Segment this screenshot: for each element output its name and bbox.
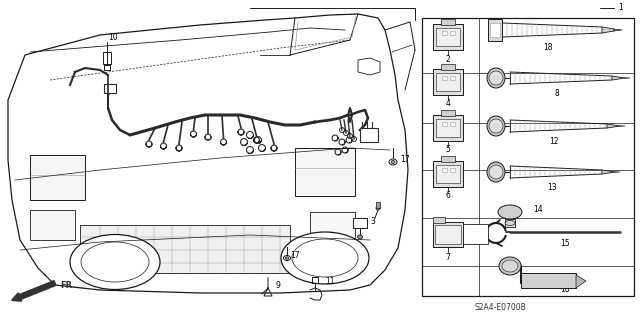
Text: 11: 11 — [325, 278, 335, 286]
Ellipse shape — [489, 119, 503, 133]
Bar — [450, 31, 455, 35]
Bar — [505, 219, 515, 227]
Bar — [442, 31, 447, 35]
Polygon shape — [617, 125, 625, 127]
Text: 17: 17 — [400, 155, 410, 165]
Polygon shape — [576, 275, 586, 288]
Text: 13: 13 — [547, 182, 557, 191]
Ellipse shape — [285, 257, 289, 259]
Polygon shape — [612, 172, 620, 173]
Bar — [450, 76, 455, 80]
Polygon shape — [614, 29, 622, 31]
Bar — [433, 69, 463, 95]
Polygon shape — [8, 14, 408, 293]
Bar — [441, 110, 455, 116]
Text: 16: 16 — [560, 286, 570, 294]
Ellipse shape — [81, 242, 149, 282]
Bar — [490, 23, 500, 37]
Bar — [441, 156, 455, 162]
Bar — [433, 161, 463, 187]
Text: 7: 7 — [445, 253, 451, 262]
Ellipse shape — [487, 162, 505, 182]
Ellipse shape — [284, 256, 291, 261]
Ellipse shape — [391, 160, 395, 164]
Bar — [450, 168, 455, 172]
Bar — [104, 84, 116, 93]
Bar — [433, 115, 463, 141]
Ellipse shape — [502, 260, 518, 272]
Ellipse shape — [489, 165, 503, 179]
Bar — [435, 225, 461, 244]
Bar — [442, 122, 447, 126]
Bar — [436, 119, 460, 137]
Text: #10: #10 — [442, 36, 454, 41]
Text: 15: 15 — [560, 239, 570, 248]
Bar — [433, 24, 463, 50]
Text: 2: 2 — [445, 55, 451, 63]
Ellipse shape — [376, 206, 380, 210]
Bar — [353, 218, 367, 228]
Polygon shape — [358, 58, 380, 75]
Text: 9: 9 — [275, 280, 280, 290]
Ellipse shape — [358, 235, 362, 239]
Ellipse shape — [498, 205, 522, 219]
Bar — [521, 273, 576, 288]
Bar — [433, 222, 463, 247]
Bar — [433, 217, 445, 223]
FancyArrow shape — [12, 281, 56, 301]
Ellipse shape — [70, 234, 160, 290]
Bar — [422, 18, 634, 296]
Ellipse shape — [487, 116, 505, 136]
Text: #22: #22 — [442, 174, 454, 179]
Text: FR.: FR. — [60, 280, 76, 290]
Text: S2A4-E0700B: S2A4-E0700B — [474, 303, 526, 313]
Bar — [442, 168, 447, 172]
Text: 3: 3 — [370, 218, 375, 226]
Polygon shape — [602, 27, 614, 33]
Bar — [441, 19, 455, 25]
Text: 1: 1 — [618, 4, 623, 12]
Bar — [295, 148, 355, 196]
Ellipse shape — [489, 71, 503, 85]
Polygon shape — [602, 170, 612, 174]
Polygon shape — [612, 76, 622, 80]
Ellipse shape — [292, 239, 358, 277]
Bar — [463, 224, 488, 244]
Bar — [436, 28, 460, 46]
Ellipse shape — [505, 220, 515, 226]
Polygon shape — [607, 124, 617, 128]
Bar — [30, 155, 85, 200]
Text: #19: #19 — [442, 128, 454, 132]
Text: 14: 14 — [533, 205, 543, 214]
Text: 5: 5 — [445, 145, 451, 154]
Ellipse shape — [487, 68, 505, 88]
Bar — [436, 165, 460, 183]
Text: 4: 4 — [445, 100, 451, 108]
Bar — [376, 202, 380, 208]
Bar — [103, 52, 111, 64]
Text: #13: #13 — [442, 81, 454, 86]
Bar — [488, 19, 502, 41]
Ellipse shape — [389, 159, 397, 165]
Ellipse shape — [499, 257, 521, 275]
Text: 12: 12 — [549, 137, 559, 146]
Bar — [360, 128, 378, 142]
Ellipse shape — [281, 232, 369, 284]
Bar — [80, 225, 290, 273]
Bar — [442, 76, 447, 80]
Text: #10: #10 — [435, 232, 447, 236]
Bar — [441, 64, 455, 70]
Bar — [310, 212, 355, 242]
Text: 10: 10 — [108, 33, 118, 42]
Text: 17: 17 — [290, 250, 300, 259]
Text: 6: 6 — [445, 191, 451, 201]
Text: 18: 18 — [543, 42, 553, 51]
Bar — [436, 73, 460, 91]
Bar — [450, 122, 455, 126]
Text: 8: 8 — [555, 90, 559, 99]
Bar — [30, 210, 75, 240]
